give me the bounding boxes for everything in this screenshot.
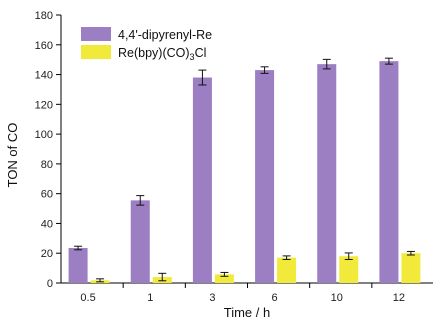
x-tick-label: 0.5 bbox=[80, 292, 95, 304]
bar-series-1 bbox=[255, 70, 275, 283]
bar-series-2 bbox=[277, 257, 297, 283]
bars bbox=[68, 61, 421, 284]
x-axis-label: Time / h bbox=[224, 305, 270, 320]
y-tick-label: 180 bbox=[35, 10, 53, 22]
bar-series-1 bbox=[317, 64, 337, 283]
y-tick-label: 20 bbox=[41, 248, 53, 260]
bar-series-2 bbox=[339, 256, 359, 283]
y-tick-label: 160 bbox=[35, 40, 53, 52]
error-bars bbox=[74, 57, 415, 283]
x-tick-label: 6 bbox=[272, 292, 278, 304]
y-tick-label: 0 bbox=[47, 278, 53, 290]
bar-series-1 bbox=[68, 248, 88, 283]
y-tick-label: 80 bbox=[41, 159, 53, 171]
bar-series-1 bbox=[379, 61, 399, 284]
x-tick-label: 1 bbox=[147, 292, 153, 304]
axes bbox=[60, 15, 433, 284]
y-tick-label: 40 bbox=[41, 218, 53, 230]
bar-series-1 bbox=[130, 200, 150, 283]
y-tick-label: 140 bbox=[35, 70, 53, 82]
x-tick-label: 3 bbox=[209, 292, 215, 304]
x-tick-label: 12 bbox=[393, 292, 405, 304]
y-axis-label: TON of CO bbox=[5, 123, 20, 188]
ticks: 0 20 40 60 80 100 120 140 160 180 0.5 1 3 6 10 12 bbox=[35, 10, 405, 304]
y-tick-label: 120 bbox=[35, 99, 53, 111]
y-tick-label: 100 bbox=[35, 129, 53, 141]
legend-swatch-series-2 bbox=[81, 45, 111, 59]
x-tick-label: 10 bbox=[331, 292, 343, 304]
legend-swatch-series-1 bbox=[81, 27, 111, 41]
legend-label-series-2: Re(bpy)(CO)3Cl bbox=[118, 46, 206, 62]
bar-series-1 bbox=[192, 77, 212, 284]
legend-label-series-1: 4,4'-dipyrenyl-Re bbox=[118, 28, 212, 42]
y-tick-label: 60 bbox=[41, 189, 53, 201]
bar-series-2 bbox=[401, 253, 421, 283]
bar-series-2 bbox=[214, 274, 234, 283]
legend: 4,4'-dipyrenyl-Re Re(bpy)(CO)3Cl bbox=[81, 27, 212, 62]
